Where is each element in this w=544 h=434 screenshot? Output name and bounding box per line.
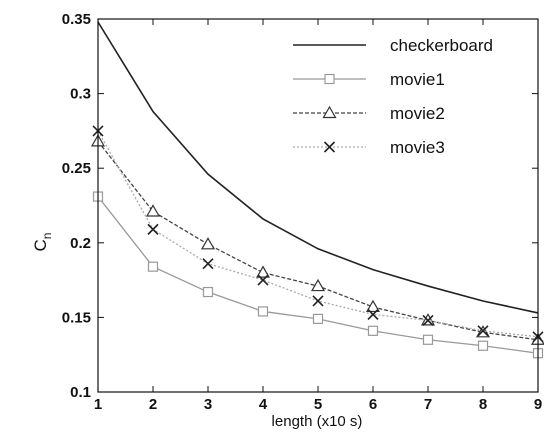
y-tick-label: 0.15 <box>62 309 91 326</box>
data-point-movie1 <box>312 313 324 324</box>
x-tick-label: 1 <box>94 396 102 413</box>
data-point-movie3 <box>367 308 379 320</box>
x-tick-label: 3 <box>204 396 212 413</box>
legend-marker-movie1 <box>324 73 335 85</box>
legend: checkerboard movie1 movie2 movie3 <box>293 36 493 157</box>
plot-area <box>90 21 544 359</box>
data-point-movie1 <box>202 286 214 298</box>
data-point-movie3 <box>312 295 324 307</box>
x-tick-label: 7 <box>424 396 432 413</box>
data-point-movie1 <box>477 340 489 351</box>
x-tick-label: 8 <box>479 396 487 413</box>
axis-frame <box>97 18 539 393</box>
series-line-checkerboard <box>97 21 539 314</box>
x-tick-label: 4 <box>259 396 268 413</box>
data-point-movie2 <box>145 204 161 217</box>
data-point-movie2 <box>365 299 381 313</box>
data-point-movie2 <box>310 278 326 292</box>
y-tick-label: 0.25 <box>62 160 91 177</box>
data-point-movie3 <box>257 274 269 286</box>
x-tick-label: 9 <box>534 396 542 413</box>
data-point-movie3 <box>477 325 489 337</box>
data-point-movie1 <box>257 306 269 317</box>
x-tick-label: 6 <box>369 396 377 413</box>
y-tick-label: 0.35 <box>62 11 91 28</box>
data-point-movie3 <box>422 314 434 326</box>
data-point-movie2 <box>200 237 216 250</box>
y-tick-label: 0.3 <box>70 86 91 103</box>
data-point-movie3 <box>202 258 214 270</box>
legend-label-movie2: movie2 <box>390 104 445 123</box>
legend-label-movie1: movie1 <box>390 70 445 89</box>
legend-label-checkerboard: checkerboard <box>390 36 493 55</box>
data-point-movie3 <box>147 223 159 235</box>
y-tick-label: 0.2 <box>70 235 91 252</box>
x-axis-label: length (x10 s) <box>272 413 363 430</box>
legend-label-movie3: movie3 <box>390 138 445 157</box>
series-line-movie3 <box>97 130 539 338</box>
data-point-movie1 <box>422 334 434 345</box>
data-point-movie1 <box>367 325 379 336</box>
legend-marker-movie2 <box>322 105 337 119</box>
y-tick-label: 0.1 <box>70 384 91 401</box>
axes: 1 2 3 4 5 6 7 8 9 0.1 0.15 0.2 0.25 0.3 0.35 <box>62 11 542 413</box>
y-axis-label: Cn <box>31 233 54 252</box>
data-point-movie2 <box>255 265 271 278</box>
x-tick-label: 5 <box>314 396 322 413</box>
legend-marker-movie3 <box>323 141 336 153</box>
x-tick-label: 2 <box>149 396 157 413</box>
data-point-movie1 <box>147 261 159 272</box>
series-line-movie2 <box>97 140 539 341</box>
